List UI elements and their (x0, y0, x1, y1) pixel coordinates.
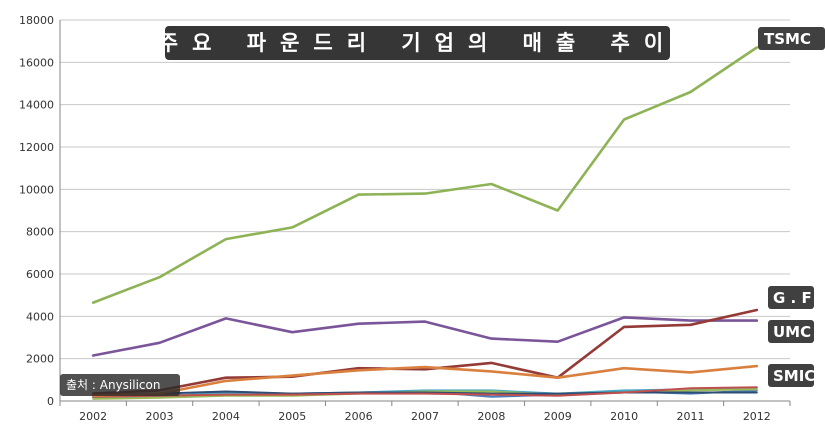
y-tick-label: 10000 (19, 183, 54, 196)
x-tick-label: 2010 (610, 410, 638, 423)
y-tick-label: 12000 (19, 141, 54, 154)
source-backdrop (60, 374, 180, 396)
x-tick-label: 2005 (278, 410, 306, 423)
x-tick-label: 2008 (477, 410, 505, 423)
y-tick-label: 4000 (26, 310, 54, 323)
series-line-tsmc (91, 46, 759, 304)
y-tick-label: 16000 (19, 56, 54, 69)
series-labels: TSMC UMC G . F SMIC (764, 30, 815, 385)
x-tick-label: 2012 (743, 410, 771, 423)
x-tick-label: 2002 (79, 410, 107, 423)
series-label: G . F (773, 289, 812, 307)
y-tick-label: 14000 (19, 99, 54, 112)
y-tick-label: 8000 (26, 226, 54, 239)
x-tick-label: 2004 (212, 410, 240, 423)
source-note: 출처 : Anysilicon (66, 378, 160, 392)
gridlines (60, 19, 790, 402)
y-tick-label: 2000 (26, 353, 54, 366)
series-lines (91, 46, 759, 400)
x-tick-label: 2003 (146, 410, 174, 423)
x-tick-label: 2011 (676, 410, 704, 423)
series-line-minor (92, 390, 758, 396)
x-axis: 2002 2003 2004 2005 2006 2007 2008 2009 2010 2011… (59, 400, 791, 423)
x-tick-label: 2007 (411, 410, 439, 423)
series-line-smic (91, 364, 759, 398)
series-label-backdrop (768, 320, 814, 343)
series-label-backdrop (758, 27, 825, 50)
y-tick-label: 0 (47, 395, 54, 408)
series-label-backdrop (768, 286, 814, 309)
x-tick-label: 2006 (345, 410, 373, 423)
series-label: UMC (773, 323, 811, 341)
series-label-backdrop (768, 364, 814, 387)
y-tick-label: 18000 (19, 14, 54, 27)
series-line-minor (92, 386, 758, 398)
series-line-g-f (91, 308, 759, 395)
series-line-umc (91, 316, 759, 357)
title-backdrop (165, 26, 670, 60)
series-label: TSMC (764, 30, 811, 48)
y-tick-label: 6000 (26, 268, 54, 281)
x-tick-label: 2009 (544, 410, 572, 423)
chart-title: 주요 파운드리 기업의 매출 추이 (159, 31, 677, 55)
y-axis: 0 2000 4000 6000 8000 10000 12000 14000 16000 180… (19, 14, 61, 408)
series-label: SMIC (773, 367, 815, 385)
photo-overlay (60, 26, 825, 396)
